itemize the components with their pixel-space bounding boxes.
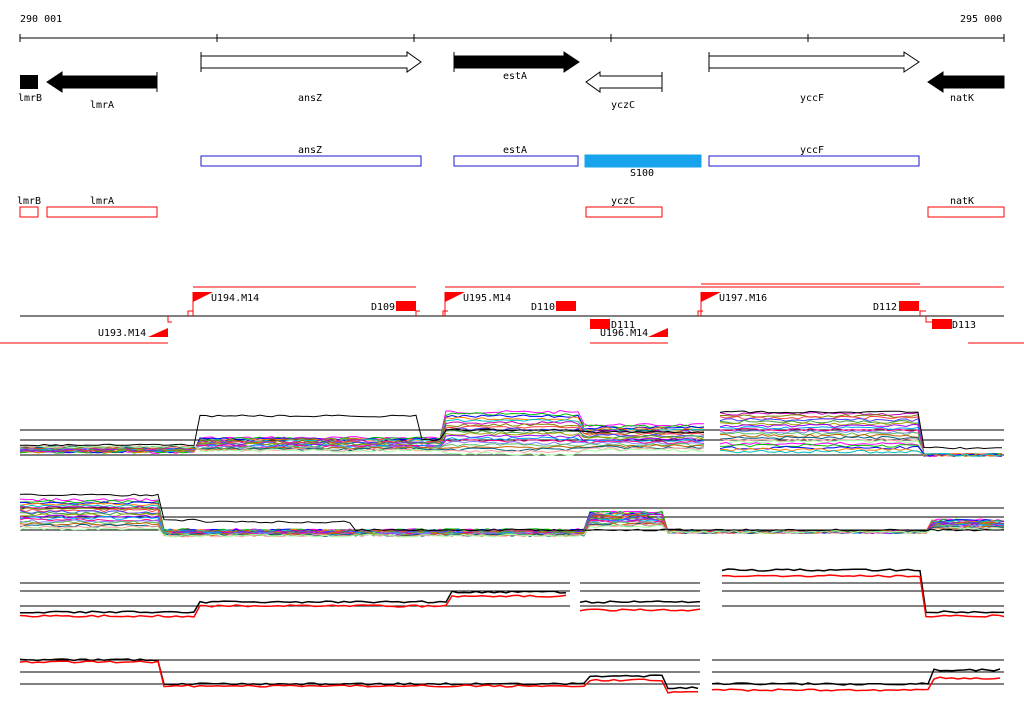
segment-block-D112[interactable] [899,301,919,311]
coord-end-label: 295 000 [960,14,1002,25]
blue-label-estA: estA [503,145,527,156]
red-box-yczC[interactable] [585,206,663,218]
segment-label-U197: U197.M16 [719,293,767,304]
segment-flag-U193[interactable] [148,328,168,337]
expression-profile-line [19,444,705,456]
summary-profile-line [19,594,567,618]
segment-label-U194: U194.M14 [211,293,259,304]
gene-label-estA: estA [503,71,527,82]
expression-panel-minus-strand [19,493,1005,538]
expression-profile-line [19,498,1005,535]
blue-feature-track: ansZ estA S100 yccF [200,145,920,179]
segment-flag-U196[interactable] [648,328,668,337]
blue-box-S100[interactable] [584,154,702,168]
red-box-lmrA[interactable] [46,206,158,218]
summary-profile-line [19,660,698,694]
gene-label-yczC: yczC [611,100,635,111]
summary-profile-line [711,676,1001,692]
segment-label-D111: D111 [611,320,635,331]
summary-profile-line [721,568,1004,614]
gene-arrow-estA[interactable] [453,51,580,73]
gene-arrow-lmrB[interactable] [20,75,38,89]
gene-label-natK: natK [950,93,974,104]
segment-bracket [167,316,172,323]
blue-label-S100: S100 [630,168,654,179]
gene-arrow-yczC[interactable] [585,71,663,93]
segment-block-D110[interactable] [556,301,576,311]
expression-profile-line [19,524,1005,538]
segment-bracket [187,310,193,316]
summary-profile-line [579,600,701,604]
red-label-lmrB: lmrB [17,196,41,207]
segment-label-D112: D112 [873,302,897,313]
red-box-lmrB[interactable] [19,206,39,218]
expression-panel-plus-strand [19,409,1004,458]
segment-label-U196: U196.M14 [600,328,648,339]
segment-bracket [925,316,932,323]
expression-summary-panel-plus [19,568,1005,618]
segment-label-D110: D110 [531,302,555,313]
blue-label-yccF: yccF [800,145,824,156]
red-label-yczC: yczC [611,196,635,207]
gene-arrow-yccF[interactable] [708,51,920,73]
segment-label-U193: U193.M14 [98,328,146,339]
segment-label-D113: D113 [952,320,976,331]
red-feature-track: lmrB lmrA yczC natK [17,196,1005,218]
expression-profile-line [719,410,1003,450]
segment-flag-U194[interactable] [193,292,213,302]
blue-box-estA[interactable] [453,155,579,167]
expression-profile-line [19,416,705,454]
gene-label-ansZ: ansZ [298,93,322,104]
segment-label-D109: D109 [371,302,395,313]
gene-arrow-lmrA[interactable] [46,71,158,93]
gene-label-lmrB: lmrB [18,93,42,104]
expression-profile-line [719,447,1003,457]
segment-flag-U195[interactable] [445,292,465,302]
expression-profile-line [719,449,1003,457]
summary-profile-line [711,668,1001,686]
blue-box-yccF[interactable] [708,155,920,167]
segment-flag-U197[interactable] [701,292,721,302]
expression-profile-line [19,493,1005,532]
summary-profile-line [19,590,567,614]
segment-bracket [415,310,420,316]
blue-box-ansZ[interactable] [200,155,422,167]
red-box-natK[interactable] [927,206,1005,218]
gene-label-yccF: yccF [800,93,824,104]
gene-arrow-track: lmrB lmrA ansZ estA yczC yccF natK [18,51,1005,111]
summary-profile-line [19,658,699,690]
red-label-lmrA: lmrA [90,196,114,207]
expression-profile-line [719,441,1003,457]
segment-label-U195: U195.M14 [463,293,511,304]
segment-block-D111[interactable] [590,319,610,329]
red-label-natK: natK [950,196,974,207]
segment-bracket [442,310,448,316]
summary-profile-line [721,574,1005,618]
segment-track: U193.M14 U194.M14 D109 U195.M14 D110 D11… [0,283,1024,344]
coordinate-ruler: 290 001 295 000 [19,14,1005,42]
segment-block-D113[interactable] [932,319,952,329]
summary-profile-line [579,608,701,612]
expression-summary-panel-minus [19,658,1004,694]
blue-label-ansZ: ansZ [298,145,322,156]
segment-bracket [919,310,926,316]
gene-arrow-ansZ[interactable] [200,51,422,73]
coord-start-label: 290 001 [20,14,62,25]
expression-profile-line [19,414,705,447]
gene-label-lmrA: lmrA [90,100,114,111]
gene-arrow-natK[interactable] [927,71,1005,93]
segment-block-D109[interactable] [396,301,416,311]
